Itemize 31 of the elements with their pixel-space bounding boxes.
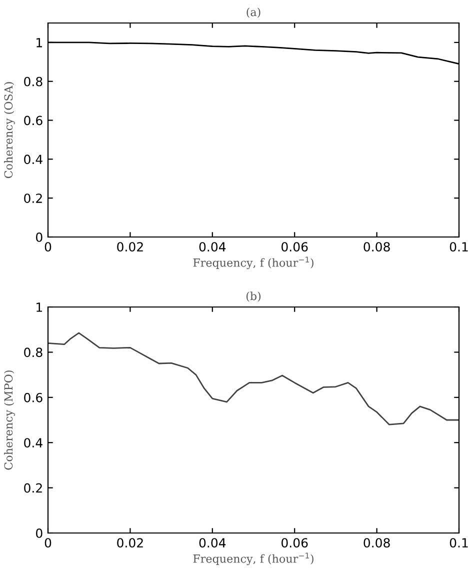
x-tick-label: 0.06 [282, 242, 308, 252]
y-axis-title: Coherency (MPO) [4, 370, 15, 470]
x-tick-label: 0 [44, 538, 52, 548]
y-axis-title: Coherency (OSA) [4, 82, 15, 178]
y-tick-label: 0 [36, 232, 42, 242]
y-tick-label: 0.4 [24, 154, 42, 164]
chart-title: (b) [246, 292, 261, 302]
x-tick-label: 0.08 [364, 538, 390, 548]
y-tick-label: 0.2 [24, 194, 42, 204]
y-tick-label: 0.4 [24, 438, 42, 448]
y-tick-label: 1 [36, 38, 42, 48]
x-tick-label: 0.08 [364, 242, 390, 252]
y-tick-label: 0.2 [24, 483, 42, 493]
x-axis-title: Frequency, f (hour$^{−1}$) [193, 256, 314, 270]
y-tick-label: 1 [36, 302, 42, 312]
y-tick-label: 0 [36, 528, 42, 538]
x-tick-label: 0.1 [450, 242, 468, 252]
y-tick-label: 0.8 [24, 76, 42, 86]
y-tick-label: 0.6 [24, 392, 42, 402]
x-tick-label: 0.04 [199, 242, 226, 252]
x-tick-label: 0.1 [450, 538, 468, 548]
x-tick-label: 0.06 [282, 538, 308, 548]
x-tick-label: 0.02 [117, 538, 143, 548]
line-series [48, 332, 459, 426]
x-tick-label: 0.04 [199, 538, 226, 548]
y-tick-label: 0.6 [24, 116, 42, 126]
x-tick-label: 0 [44, 242, 52, 252]
x-axis-title: Frequency, f (hour$^{−1}$) [193, 552, 314, 566]
y-tick-label: 0.8 [24, 348, 42, 358]
chart-title: (a) [246, 8, 260, 18]
x-tick-label: 0.02 [117, 242, 143, 252]
